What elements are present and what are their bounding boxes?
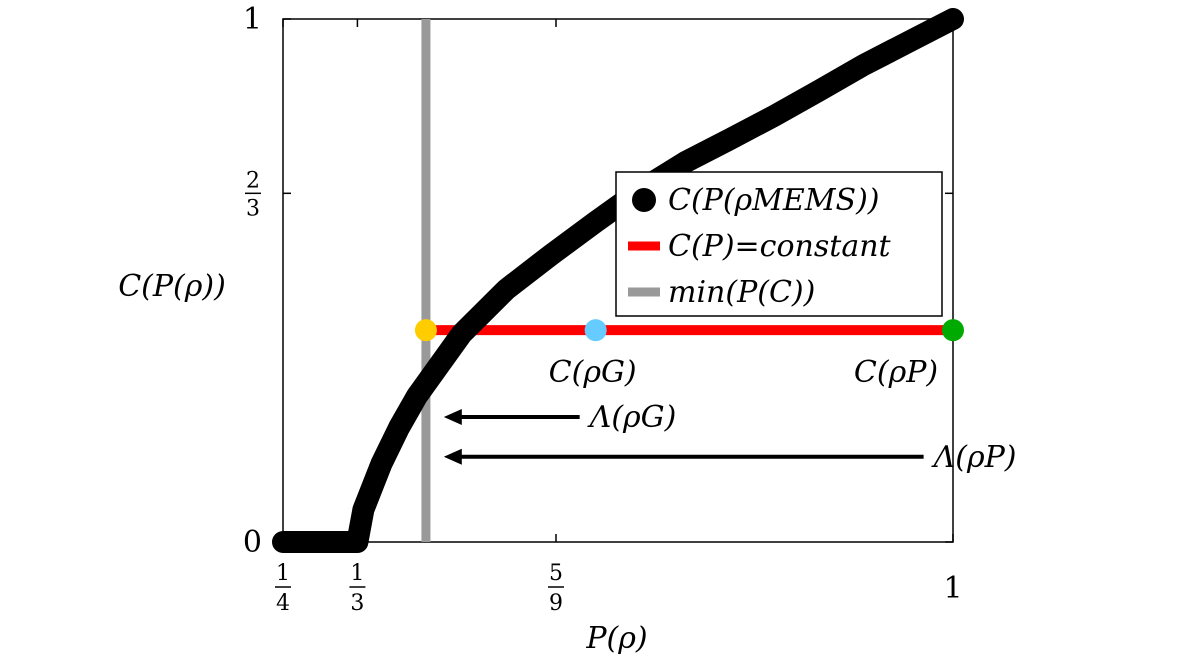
series-layer — [272, 8, 964, 553]
x-tick-label-numerator: 1 — [276, 561, 290, 586]
marker-label: C(ρG) — [549, 355, 637, 390]
x-axis-label: P(ρ) — [585, 621, 647, 656]
arrow-head — [443, 448, 462, 465]
plot-frame — [282, 18, 954, 543]
marker-point — [414, 319, 437, 342]
y-tick-label-numerator: 2 — [246, 168, 260, 193]
legend-label: C(P)=constant — [668, 229, 892, 264]
arrow-layer: Λ(ρG) Λ(ρP) — [443, 400, 1017, 475]
legend-swatch — [632, 188, 656, 212]
marker-point — [942, 319, 964, 342]
y-tick-label: 1 — [243, 2, 262, 37]
x-tick-label-denominator: 9 — [549, 591, 563, 616]
arrow-head — [443, 409, 462, 426]
legend-label: C(P(ρMEMS)) — [668, 183, 879, 218]
arrow-label: Λ(ρG) — [587, 400, 677, 435]
x-tick-label: 1 — [943, 571, 962, 606]
y-tick-label-denominator: 3 — [246, 196, 260, 221]
marker-label: C(ρP) — [854, 355, 938, 390]
arrow-label: Λ(ρP) — [931, 440, 1017, 475]
mems-curve — [272, 8, 964, 553]
y-axis-label: C(P(ρ)) — [118, 269, 226, 304]
x-tick-label-denominator: 4 — [276, 591, 290, 616]
legend: C(P(ρMEMS)) C(P)=constant min(P(C)) — [615, 171, 943, 317]
plot-border — [282, 18, 954, 543]
legend-label: min(P(C)) — [668, 275, 815, 310]
x-tick-label-denominator: 3 — [350, 591, 364, 616]
marker-layer: C(ρG) C(ρP) — [414, 319, 964, 390]
marker-point — [584, 319, 607, 342]
legend-box — [615, 171, 943, 317]
y-tick-label: 0 — [243, 525, 262, 560]
x-tick-label-numerator: 5 — [549, 561, 563, 586]
x-tick-label-numerator: 1 — [350, 561, 364, 586]
